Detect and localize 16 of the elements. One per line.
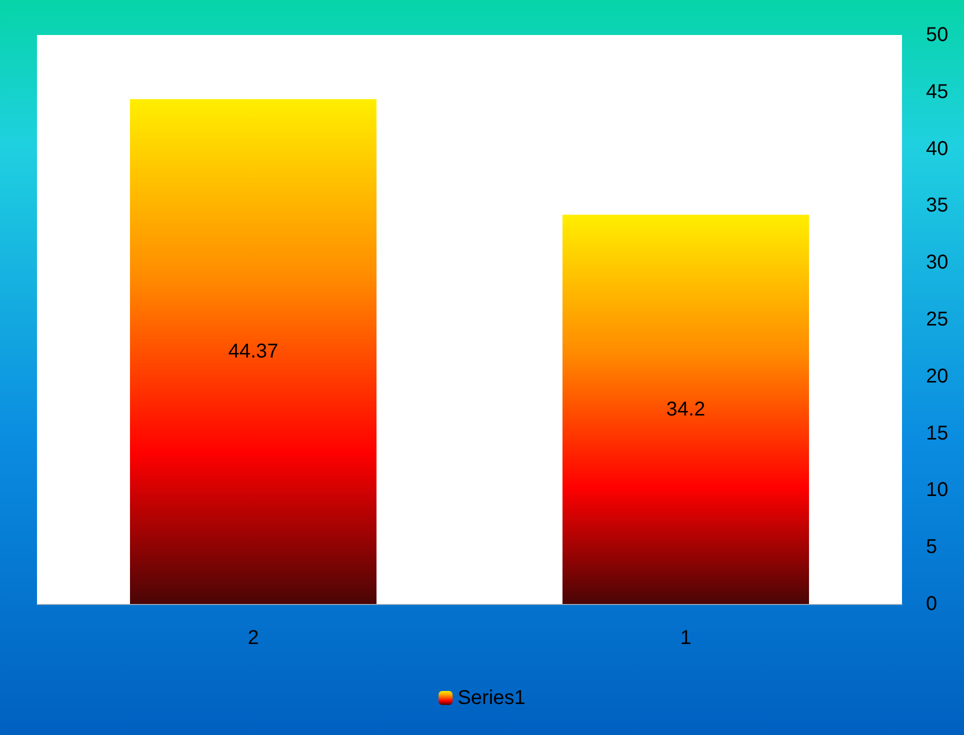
y-tick-label: 10: [926, 479, 948, 502]
y-tick-label: 40: [926, 138, 948, 160]
y-tick-label: 30: [926, 252, 948, 274]
y-tick-label: 35: [926, 194, 948, 217]
y-tick-label: 50: [926, 24, 948, 46]
x-tick-label: 2: [248, 627, 259, 649]
legend-label: Series1: [458, 687, 526, 709]
y-tick-label: 20: [926, 365, 948, 388]
data-label: 34.2: [666, 398, 706, 420]
data-label: 44.37: [228, 340, 278, 363]
y-tick-label: 0: [926, 593, 938, 615]
x-tick-label: 1: [680, 627, 692, 649]
y-tick-label: 45: [926, 80, 948, 103]
y-tick-label: 25: [926, 308, 948, 330]
y-tick-label: 15: [926, 422, 948, 444]
y-tick-label: 5: [926, 536, 938, 558]
